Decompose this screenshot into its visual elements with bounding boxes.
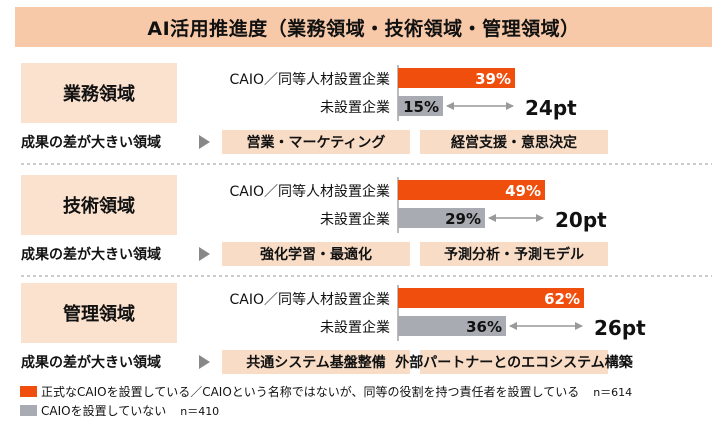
group-name: 管理領域 [63, 303, 135, 325]
diff-label: 26pt [594, 316, 646, 340]
data-label-caio: 39% [475, 70, 511, 88]
legend-n-caio: n＝614 [593, 385, 633, 399]
group-panel [21, 283, 177, 343]
diff-label: 20pt [555, 208, 607, 232]
area-tag [420, 350, 608, 374]
bar-caio [398, 68, 515, 88]
triangle-icon [199, 355, 210, 369]
triangle-icon [199, 247, 210, 261]
area-tag-label: 予測分析・予測モデル [444, 246, 584, 263]
group-panel [21, 175, 177, 235]
group-name: 業務領域 [62, 83, 135, 105]
bar-none [398, 316, 506, 336]
diff-label: 24pt [525, 96, 577, 120]
row-label: 未設置企業 [320, 319, 390, 336]
row-label: 未設置企業 [320, 211, 390, 228]
legend-item-caio: 正式なCAIOを設置している／CAIOという名称ではないが、同等の役割を持つ責任… [20, 383, 632, 400]
legend-label-none: CAIOを設置していない [41, 404, 167, 418]
row-label: CAIO／同等人材設置企業 [229, 71, 390, 88]
area-tag-label: 共通システム基盤整備 [246, 354, 386, 371]
row-label: 未設置企業 [320, 99, 390, 116]
row-label: CAIO／同等人材設置企業 [229, 183, 390, 200]
data-label-caio: 62% [544, 290, 580, 308]
legend-item-none: CAIOを設置していない n＝410 [20, 402, 219, 419]
area-tag [420, 242, 608, 266]
bar-none [398, 208, 485, 228]
legend-swatch-caio [20, 386, 37, 397]
triangle-icon [199, 135, 210, 149]
bar-caio [398, 180, 545, 200]
data-label-none: 15% [403, 98, 439, 116]
legend-n-none: n＝410 [180, 404, 220, 418]
areas-prefix: 成果の差が大きい領域 [21, 134, 161, 151]
area-tag [222, 242, 410, 266]
group-name: 技術領域 [63, 195, 135, 217]
group-panel [21, 63, 177, 123]
legend-swatch-none [20, 405, 37, 416]
area-tag-label: 強化学習・最適化 [260, 246, 372, 263]
data-label-none: 36% [466, 318, 502, 336]
area-tag [222, 350, 410, 374]
area-tag [222, 130, 410, 154]
areas-prefix: 成果の差が大きい領域 [21, 354, 161, 371]
row-label: CAIO／同等人材設置企業 [229, 291, 390, 308]
bar-none [398, 96, 443, 116]
area-tag-label: 経営支援・意思決定 [451, 134, 577, 151]
data-label-caio: 49% [505, 182, 541, 200]
area-tag-label: 営業・マーケティング [247, 134, 386, 151]
chart-title: AI活用推進度（業務領域・技術領域・管理領域） [15, 7, 712, 47]
areas-prefix: 成果の差が大きい領域 [21, 246, 161, 263]
area-tag-label: 外部パートナーとのエコシステム構築 [395, 354, 633, 371]
data-label-none: 29% [445, 210, 481, 228]
area-tag [420, 130, 608, 154]
bar-caio [398, 288, 584, 308]
legend-label-caio: 正式なCAIOを設置している／CAIOという名称ではないが、同等の役割を持つ責任… [41, 385, 580, 399]
